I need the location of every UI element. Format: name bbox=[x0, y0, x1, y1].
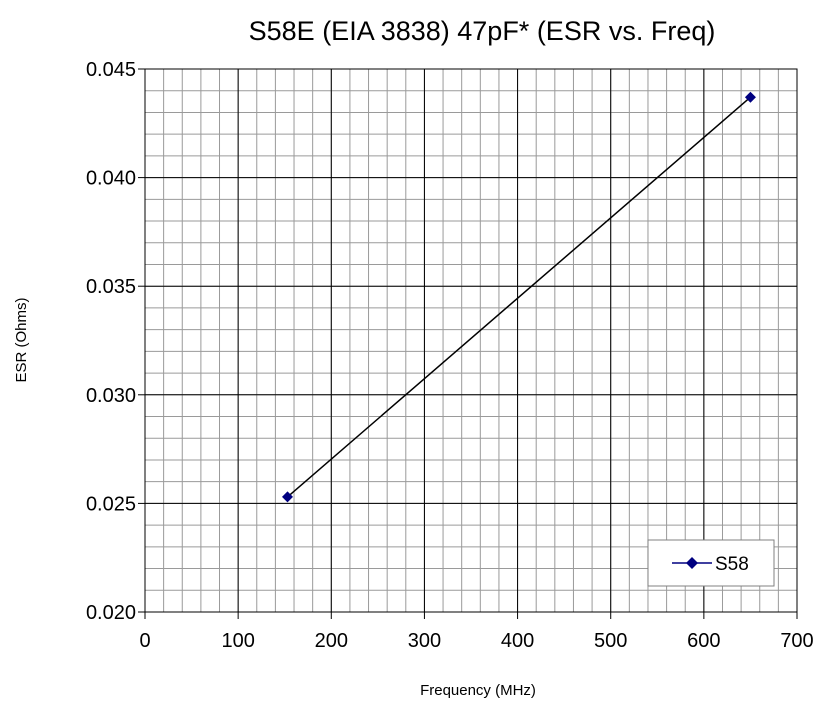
chart-legend: S58 bbox=[647, 539, 775, 587]
y-tick-label: 0.045 bbox=[86, 59, 136, 81]
y-tick-label: 0.020 bbox=[86, 602, 136, 624]
legend-label-s58: S58 bbox=[715, 554, 749, 575]
y-axis-label: ESR (Ohms) bbox=[13, 297, 30, 382]
series-line-s58 bbox=[287, 96, 751, 498]
series-layer bbox=[282, 91, 756, 503]
y-axis-ticks: 0.020 0.025 0.030 0.035 0.040 0.045 bbox=[86, 59, 145, 624]
x-axis-label: Frequency (MHz) bbox=[420, 682, 536, 699]
y-tick-label: 0.035 bbox=[86, 276, 136, 298]
x-axis-ticks: 0 100 200 300 400 500 600 700 bbox=[139, 612, 814, 652]
chart-title: S58E (EIA 3838) 47pF* (ESR vs. Freq) bbox=[249, 16, 716, 46]
x-tick-label: 700 bbox=[780, 630, 813, 652]
data-point-marker bbox=[744, 91, 756, 103]
plot-area-frame bbox=[144, 68, 798, 613]
major-gridlines bbox=[144, 68, 798, 613]
data-point-marker bbox=[282, 491, 294, 503]
minor-gridlines bbox=[144, 68, 798, 613]
x-tick-label: 0 bbox=[139, 630, 150, 652]
x-tick-label: 400 bbox=[501, 630, 534, 652]
y-tick-label: 0.025 bbox=[86, 493, 136, 515]
legend-marker-sample bbox=[686, 557, 698, 569]
x-tick-label: 500 bbox=[594, 630, 627, 652]
y-tick-label: 0.040 bbox=[86, 168, 136, 190]
x-tick-label: 300 bbox=[408, 630, 441, 652]
x-tick-label: 200 bbox=[315, 630, 348, 652]
x-tick-label: 600 bbox=[687, 630, 720, 652]
x-tick-label: 100 bbox=[221, 630, 254, 652]
y-tick-label: 0.030 bbox=[86, 385, 136, 407]
